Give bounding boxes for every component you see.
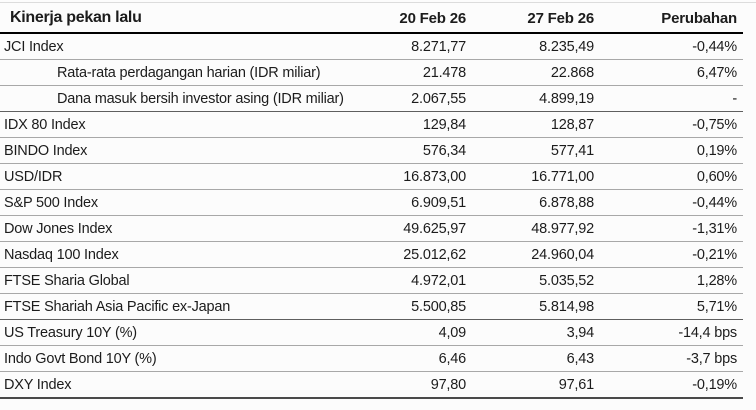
table-title: Kinerja pekan lalu: [0, 4, 365, 34]
row-label: US Treasury 10Y (%): [0, 319, 365, 346]
value-date-2: 6,43: [466, 345, 594, 372]
value-change: 1,28%: [594, 267, 743, 294]
value-date-1: 2.067,55: [365, 85, 466, 112]
value-date-2: 16.771,00: [466, 163, 594, 190]
value-date-2: 5.035,52: [466, 267, 594, 294]
weekly-performance-section: Kinerja pekan lalu 20 Feb 26 27 Feb 26 P…: [0, 2, 756, 399]
value-date-2: 24.960,04: [466, 241, 594, 268]
table-row: DXY Index 97,80 97,61 -0,19%: [0, 371, 743, 399]
value-date-1: 4.972,01: [365, 267, 466, 294]
row-label: Dana masuk bersih investor asing (IDR mi…: [0, 85, 365, 112]
value-change: -0,19%: [594, 371, 743, 399]
row-label: IDX 80 Index: [0, 111, 365, 138]
value-date-1: 25.012,62: [365, 241, 466, 268]
row-label: Rata-rata perdagangan harian (IDR miliar…: [0, 59, 365, 86]
table-row: S&P 500 Index 6.909,51 6.878,88 -0,44%: [0, 189, 743, 216]
table-row: Nasdaq 100 Index 25.012,62 24.960,04 -0,21%: [0, 241, 743, 268]
value-date-1: 4,09: [365, 319, 466, 346]
value-change: 5,71%: [594, 293, 743, 320]
value-date-2: 97,61: [466, 371, 594, 399]
row-label: USD/IDR: [0, 163, 365, 190]
value-date-2: 128,87: [466, 111, 594, 138]
column-header-date-2: 27 Feb 26: [466, 4, 594, 34]
table-row: Rata-rata perdagangan harian (IDR miliar…: [0, 59, 743, 86]
value-date-2: 3,94: [466, 319, 594, 346]
table-row: IDX 80 Index 129,84 128,87 -0,75%: [0, 111, 743, 138]
value-date-2: 5.814,98: [466, 293, 594, 320]
value-date-1: 6,46: [365, 345, 466, 372]
row-label: Dow Jones Index: [0, 215, 365, 242]
value-date-2: 22.868: [466, 59, 594, 86]
table-row: Dana masuk bersih investor asing (IDR mi…: [0, 85, 743, 112]
table-row: FTSE Shariah Asia Pacific ex-Japan 5.500,…: [0, 293, 743, 320]
value-change: -: [594, 85, 743, 112]
value-change: 0,19%: [594, 137, 743, 164]
value-date-1: 129,84: [365, 111, 466, 138]
row-label: BINDO Index: [0, 137, 365, 164]
column-header-date-1: 20 Feb 26: [365, 4, 466, 34]
value-date-1: 8.271,77: [365, 33, 466, 60]
row-label: Indo Govt Bond 10Y (%): [0, 345, 365, 372]
row-label: Nasdaq 100 Index: [0, 241, 365, 268]
value-change: -3,7 bps: [594, 345, 743, 372]
value-date-2: 48.977,92: [466, 215, 594, 242]
table-row: BINDO Index 576,34 577,41 0,19%: [0, 137, 743, 164]
value-date-1: 21.478: [365, 59, 466, 86]
table-row: Indo Govt Bond 10Y (%) 6,46 6,43 -3,7 bps: [0, 345, 743, 372]
value-date-1: 16.873,00: [365, 163, 466, 190]
value-change: 0,60%: [594, 163, 743, 190]
table-row: FTSE Sharia Global 4.972,01 5.035,52 1,28%: [0, 267, 743, 294]
value-date-2: 4.899,19: [466, 85, 594, 112]
value-date-1: 49.625,97: [365, 215, 466, 242]
value-date-2: 8.235,49: [466, 33, 594, 60]
performance-table: Kinerja pekan lalu 20 Feb 26 27 Feb 26 P…: [0, 4, 743, 399]
value-change: -0,44%: [594, 189, 743, 216]
value-date-2: 577,41: [466, 137, 594, 164]
table-row: USD/IDR 16.873,00 16.771,00 0,60%: [0, 163, 743, 190]
value-date-1: 576,34: [365, 137, 466, 164]
value-change: -0,75%: [594, 111, 743, 138]
value-date-1: 97,80: [365, 371, 466, 399]
row-label: FTSE Shariah Asia Pacific ex-Japan: [0, 293, 365, 320]
value-change: -0,21%: [594, 241, 743, 268]
row-label: FTSE Sharia Global: [0, 267, 365, 294]
value-change: -14,4 bps: [594, 319, 743, 346]
value-change: 6,47%: [594, 59, 743, 86]
table-header-row: Kinerja pekan lalu 20 Feb 26 27 Feb 26 P…: [0, 4, 743, 34]
value-date-1: 5.500,85: [365, 293, 466, 320]
value-change: -1,31%: [594, 215, 743, 242]
table-row: JCI Index 8.271,77 8.235,49 -0,44%: [0, 33, 743, 60]
row-label: JCI Index: [0, 33, 365, 60]
row-label: S&P 500 Index: [0, 189, 365, 216]
value-date-1: 6.909,51: [365, 189, 466, 216]
table-row: US Treasury 10Y (%) 4,09 3,94 -14,4 bps: [0, 319, 743, 346]
column-header-change: Perubahan: [594, 4, 743, 34]
value-change: -0,44%: [594, 33, 743, 60]
row-label: DXY Index: [0, 371, 365, 399]
value-date-2: 6.878,88: [466, 189, 594, 216]
table-row: Dow Jones Index 49.625,97 48.977,92 -1,31%: [0, 215, 743, 242]
